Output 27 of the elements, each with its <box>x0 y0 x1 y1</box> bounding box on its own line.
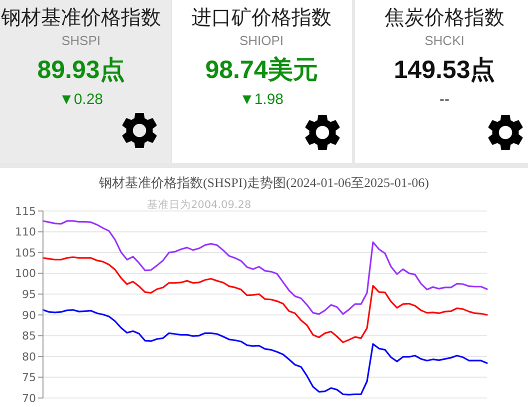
text: ▼1.98 <box>238 90 285 110</box>
y-tick-label: 115 <box>15 204 36 218</box>
line-series <box>42 220 488 315</box>
chart-title: 钢材基准价格指数(SHSPI)走势图(2024-01-06至2025-01-06) <box>98 174 430 191</box>
text: 焦炭价格指数 <box>384 4 506 30</box>
text: 进口矿价格指数 <box>190 4 332 30</box>
text: ▼0.28 <box>58 90 104 110</box>
text: 98.74美元 <box>204 55 319 86</box>
y-tick-label: 75 <box>22 371 36 384</box>
text: SHSPI <box>60 33 102 49</box>
y-tick-label: 85 <box>22 330 36 343</box>
text: 89.93点 <box>36 55 126 86</box>
y-tick-label: 70 <box>22 392 36 405</box>
text: SHCKI <box>424 33 466 49</box>
chart-subtitle: 基准日为2004.09.28 <box>147 199 252 212</box>
y-tick-label: 90 <box>22 308 36 322</box>
text: 149.53点 <box>392 55 496 86</box>
text: 钢材基准价格指数 <box>0 4 162 30</box>
line-series <box>42 256 488 344</box>
y-tick-label: 95 <box>22 288 36 302</box>
text: SHIOPI <box>238 33 285 49</box>
y-tick-label: 105 <box>15 246 36 260</box>
y-tick-label: 110 <box>15 226 36 239</box>
y-tick-label: 100 <box>15 267 36 280</box>
line-series <box>42 309 488 396</box>
y-tick-label: 80 <box>22 350 36 364</box>
text: -- <box>438 90 450 110</box>
